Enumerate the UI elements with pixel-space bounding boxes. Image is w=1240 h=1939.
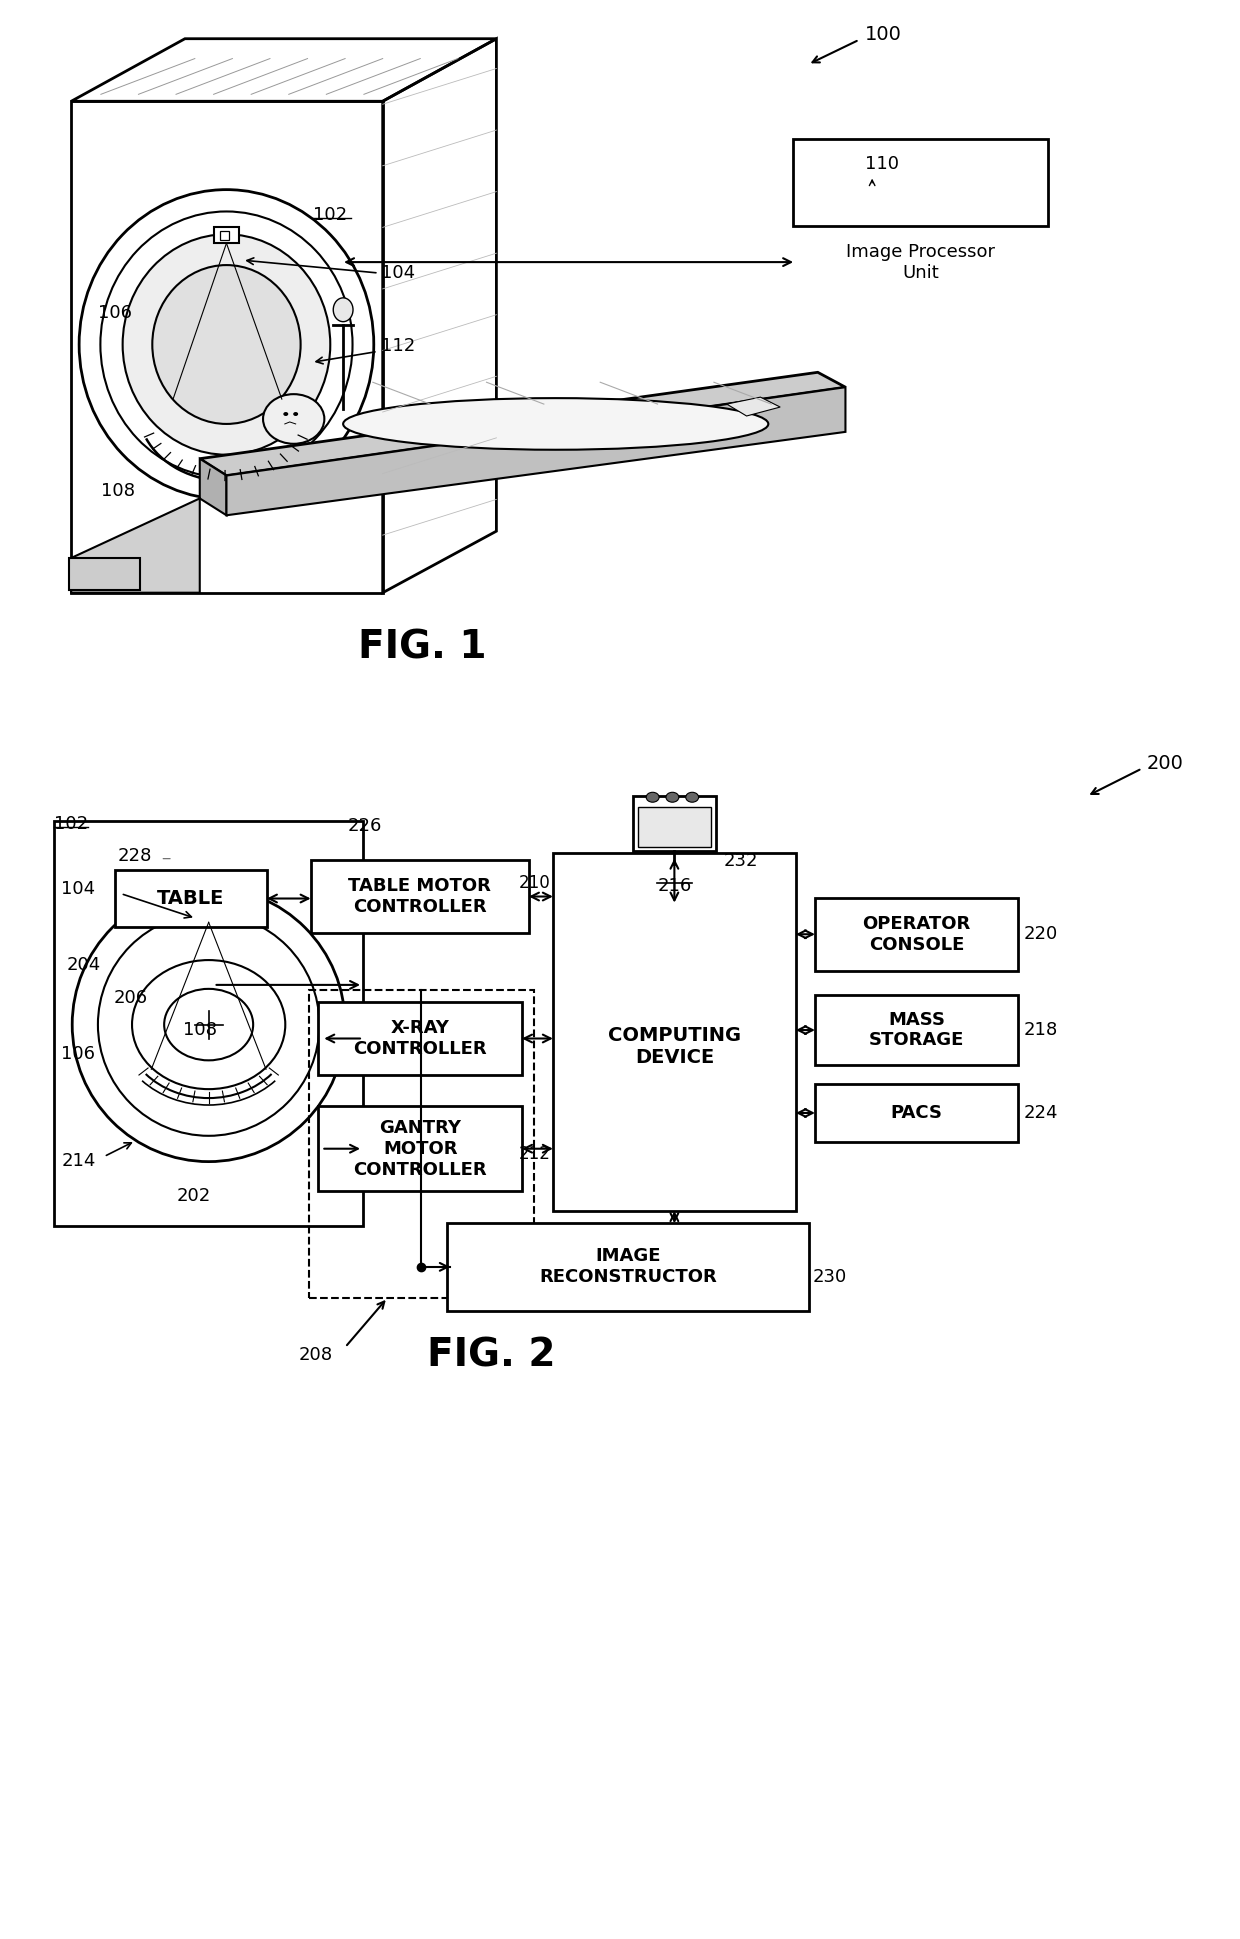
Text: 106: 106 — [61, 1045, 95, 1063]
FancyBboxPatch shape — [213, 227, 239, 242]
Polygon shape — [227, 388, 846, 516]
Polygon shape — [200, 372, 846, 475]
Ellipse shape — [343, 397, 769, 450]
Text: 100: 100 — [866, 25, 901, 45]
FancyBboxPatch shape — [55, 820, 363, 1225]
Text: MASS
STORAGE: MASS STORAGE — [869, 1010, 965, 1049]
Ellipse shape — [666, 793, 678, 803]
FancyBboxPatch shape — [69, 558, 140, 589]
Polygon shape — [727, 397, 780, 417]
Text: 216: 216 — [657, 876, 692, 894]
Text: 202: 202 — [177, 1187, 211, 1206]
FancyBboxPatch shape — [203, 911, 213, 919]
Text: 112: 112 — [381, 337, 415, 355]
Text: 106: 106 — [98, 304, 131, 322]
Text: 208: 208 — [299, 1346, 334, 1365]
FancyBboxPatch shape — [319, 1105, 522, 1191]
Text: 110: 110 — [866, 155, 899, 173]
Text: X-RAY
CONTROLLER: X-RAY CONTROLLER — [353, 1020, 487, 1059]
Ellipse shape — [263, 394, 325, 444]
Ellipse shape — [334, 299, 353, 322]
FancyBboxPatch shape — [815, 995, 1018, 1065]
Text: 210: 210 — [520, 874, 551, 892]
FancyBboxPatch shape — [219, 231, 229, 240]
Text: 218: 218 — [1023, 1022, 1058, 1039]
FancyBboxPatch shape — [193, 904, 223, 923]
FancyBboxPatch shape — [310, 859, 529, 933]
Text: IMAGE
RECONSTRUCTOR: IMAGE RECONSTRUCTOR — [539, 1247, 717, 1286]
Text: 220: 220 — [1023, 925, 1058, 942]
FancyBboxPatch shape — [115, 871, 267, 927]
FancyBboxPatch shape — [632, 797, 715, 851]
Text: 206: 206 — [114, 989, 148, 1006]
Text: 200: 200 — [1147, 754, 1184, 774]
Text: TABLE: TABLE — [157, 888, 224, 907]
Ellipse shape — [123, 235, 330, 456]
FancyBboxPatch shape — [446, 1224, 808, 1311]
Text: 228: 228 — [118, 847, 153, 865]
Polygon shape — [71, 498, 200, 593]
Text: 104: 104 — [381, 264, 415, 281]
Text: 102: 102 — [55, 814, 88, 834]
Text: 204: 204 — [66, 956, 100, 973]
Text: 224: 224 — [1023, 1103, 1058, 1123]
Text: 230: 230 — [812, 1268, 847, 1286]
FancyBboxPatch shape — [794, 140, 1048, 227]
Text: 214: 214 — [61, 1152, 95, 1169]
FancyBboxPatch shape — [815, 898, 1018, 971]
Text: 108: 108 — [100, 483, 135, 500]
Text: GANTRY
MOTOR
CONTROLLER: GANTRY MOTOR CONTROLLER — [353, 1119, 487, 1179]
Ellipse shape — [153, 266, 300, 425]
FancyBboxPatch shape — [553, 853, 796, 1212]
Ellipse shape — [646, 793, 658, 803]
Text: 226: 226 — [348, 816, 382, 836]
Polygon shape — [200, 460, 227, 516]
Text: PACS: PACS — [890, 1103, 942, 1123]
Text: 108: 108 — [184, 1020, 217, 1039]
Text: 232: 232 — [724, 851, 759, 871]
Text: OPERATOR
CONSOLE: OPERATOR CONSOLE — [863, 915, 971, 954]
Ellipse shape — [686, 793, 698, 803]
Text: 212: 212 — [518, 1144, 551, 1163]
FancyBboxPatch shape — [637, 807, 711, 847]
Text: TABLE MOTOR
CONTROLLER: TABLE MOTOR CONTROLLER — [348, 876, 491, 915]
Text: COMPUTING
DEVICE: COMPUTING DEVICE — [608, 1026, 742, 1068]
Ellipse shape — [293, 411, 298, 417]
FancyBboxPatch shape — [815, 1084, 1018, 1142]
FancyBboxPatch shape — [215, 911, 222, 917]
Text: Image Processor
Unit: Image Processor Unit — [846, 242, 994, 281]
Text: FIG. 1: FIG. 1 — [358, 628, 486, 667]
Text: 102: 102 — [314, 206, 347, 225]
Text: 104: 104 — [61, 880, 95, 898]
FancyBboxPatch shape — [319, 1002, 522, 1076]
Ellipse shape — [283, 411, 288, 417]
Text: FIG. 2: FIG. 2 — [428, 1336, 556, 1375]
